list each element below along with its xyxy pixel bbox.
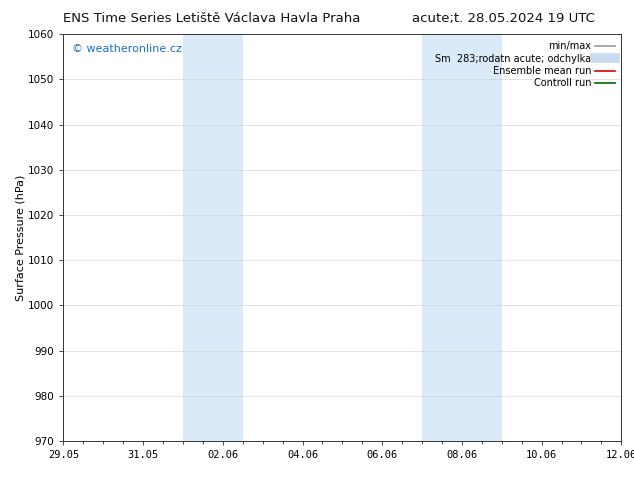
Text: ENS Time Series Letiště Václava Havla Praha: ENS Time Series Letiště Václava Havla Pr… bbox=[63, 12, 361, 25]
Y-axis label: Surface Pressure (hPa): Surface Pressure (hPa) bbox=[15, 174, 25, 301]
Bar bbox=[422, 34, 501, 441]
Text: © weatheronline.cz: © weatheronline.cz bbox=[72, 45, 182, 54]
Bar bbox=[183, 34, 243, 441]
Text: acute;t. 28.05.2024 19 UTC: acute;t. 28.05.2024 19 UTC bbox=[412, 12, 595, 25]
Legend: min/max, Sm  283;rodatn acute; odchylka, Ensemble mean run, Controll run: min/max, Sm 283;rodatn acute; odchylka, … bbox=[433, 39, 616, 90]
